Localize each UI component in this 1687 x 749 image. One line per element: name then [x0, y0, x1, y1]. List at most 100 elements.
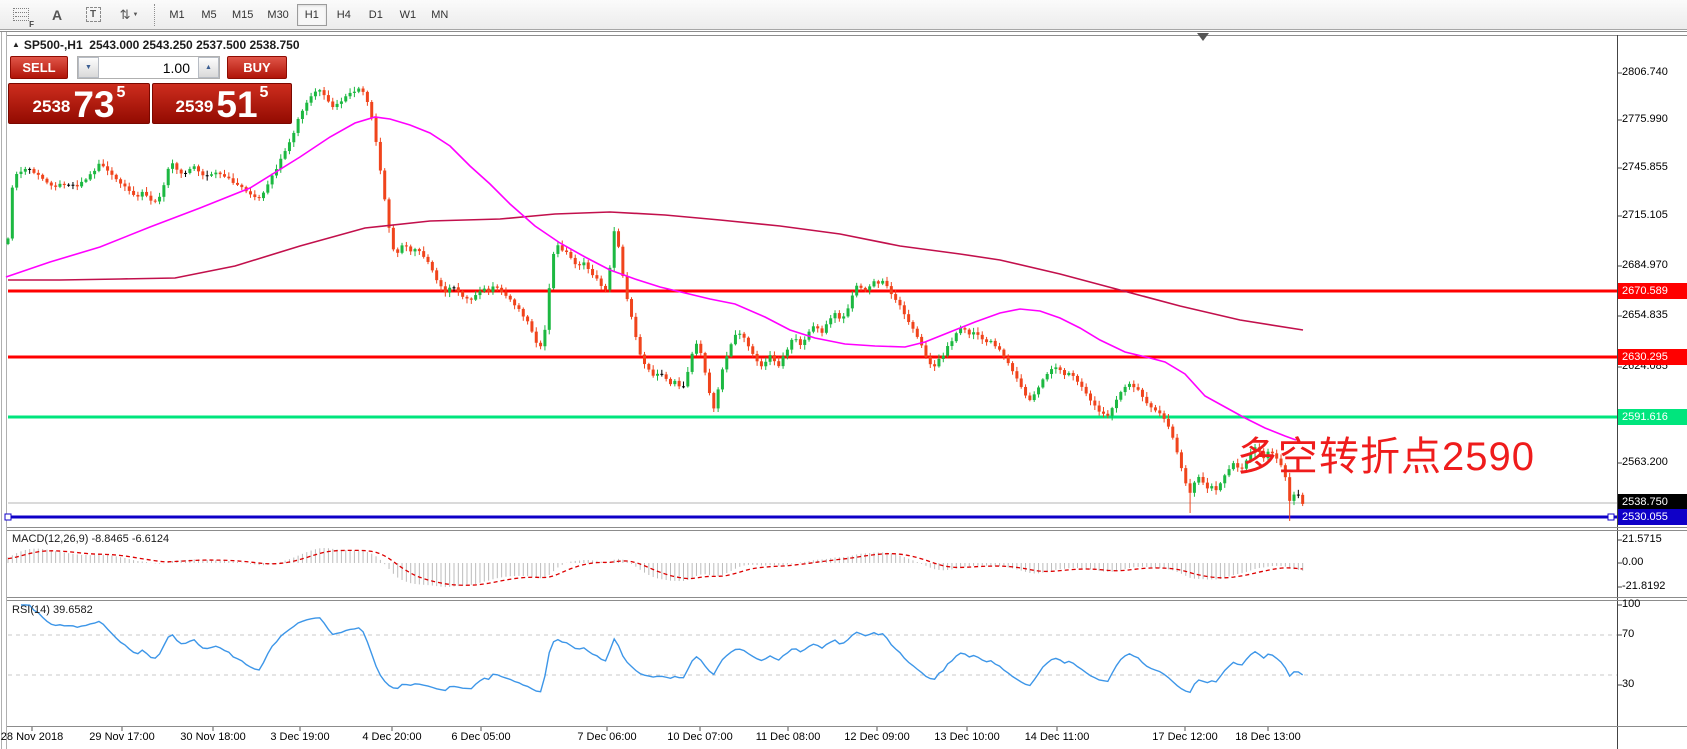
- candle-body: [495, 286, 499, 288]
- candle-body: [365, 91, 369, 102]
- candle-body: [707, 372, 711, 394]
- candle-body: [924, 345, 928, 357]
- trendline-handle[interactable]: [4, 513, 12, 521]
- candle-body: [75, 184, 79, 187]
- macd-signal-line: [7, 549, 1303, 586]
- candle-body: [768, 355, 772, 362]
- candle-body: [339, 101, 343, 104]
- timeframe-button-w1[interactable]: W1: [399, 8, 417, 21]
- price-axis-label: 2654.835: [1622, 309, 1668, 321]
- text-box-icon[interactable]: T: [78, 3, 108, 27]
- candle-body: [1197, 476, 1201, 483]
- candle-body: [119, 179, 123, 184]
- candle-body: [270, 175, 274, 185]
- candle-body: [36, 172, 40, 175]
- candle-body: [876, 281, 880, 284]
- timeframe-button-m30[interactable]: M30: [267, 8, 289, 21]
- candle-body: [465, 296, 469, 299]
- candle-body: [1106, 413, 1110, 416]
- candle-body: [370, 101, 374, 118]
- candle-body: [803, 339, 807, 345]
- candle-body: [985, 339, 989, 343]
- candle-body: [1188, 483, 1192, 493]
- time-axis-label: 28 Nov 2018: [0, 731, 64, 743]
- buy-price-panel[interactable]: 2539 51 5: [152, 83, 292, 124]
- candle-body: [868, 286, 872, 291]
- candle-body: [162, 185, 166, 197]
- candle-body: [210, 174, 214, 176]
- volume-decrease-button[interactable]: ▼: [78, 57, 99, 78]
- timeframe-button-m15[interactable]: M15: [232, 8, 254, 21]
- candle-body: [617, 231, 621, 247]
- timeframe-button-h4[interactable]: H4: [336, 8, 351, 21]
- candle-body: [794, 339, 798, 341]
- candle-body: [764, 361, 768, 367]
- candle-body: [1205, 482, 1209, 489]
- candle-body: [1231, 463, 1235, 470]
- trendline-handle[interactable]: [1607, 513, 1615, 521]
- volume-increase-button[interactable]: ▲: [198, 57, 219, 78]
- candle-body: [504, 292, 508, 296]
- candle-body: [1249, 452, 1253, 461]
- volume-spinner: ▼ ▲: [77, 56, 220, 79]
- candle-body: [612, 231, 616, 268]
- time-axis-label: 3 Dec 19:00: [270, 731, 330, 743]
- candle-body: [833, 313, 837, 319]
- time-axis-label: 14 Dec 11:00: [1024, 731, 1090, 743]
- candle-body: [361, 88, 365, 92]
- candle-body: [132, 190, 136, 195]
- sell-button[interactable]: SELL: [10, 56, 68, 79]
- candle-body: [681, 386, 685, 388]
- timeframe-button-h1[interactable]: H1: [296, 3, 327, 26]
- candle-body: [513, 299, 517, 306]
- candle-body: [621, 246, 625, 276]
- candle-body: [391, 227, 395, 250]
- candle-body: [677, 380, 681, 387]
- price-axis-badge: 2530.055: [1618, 509, 1687, 525]
- candle-body: [469, 298, 473, 300]
- candle-body: [526, 316, 530, 322]
- candle-body: [58, 183, 62, 187]
- arrow-objects-icon[interactable]: ⇅ ▼: [119, 6, 139, 22]
- candle-body: [928, 356, 932, 365]
- candle-body: [19, 171, 23, 175]
- candle-body: [374, 117, 378, 142]
- candle-body: [1054, 367, 1058, 370]
- sell-price-panel[interactable]: 2538 73 5: [8, 83, 150, 124]
- text-label-icon[interactable]: A: [51, 6, 63, 23]
- sell-price-stem: 2538: [32, 97, 71, 116]
- timeframe-button-m5[interactable]: M5: [201, 8, 217, 21]
- candle-body: [197, 166, 201, 172]
- candle-body: [785, 349, 789, 357]
- candle-body: [608, 267, 612, 290]
- candle-body: [625, 275, 629, 300]
- candle-body: [1058, 367, 1062, 371]
- candle-body: [482, 288, 486, 292]
- candle-body: [1171, 426, 1175, 438]
- candle-body: [54, 185, 58, 187]
- candle-body: [149, 195, 153, 201]
- candle-body: [1166, 418, 1170, 427]
- volume-input[interactable]: [99, 57, 198, 78]
- candle-body: [725, 356, 729, 370]
- candle-body: [530, 321, 534, 332]
- candle-body: [1240, 467, 1244, 469]
- candle-body: [911, 322, 915, 329]
- candle-body: [1067, 372, 1071, 376]
- candle-body: [694, 343, 698, 354]
- buy-button[interactable]: BUY: [227, 56, 287, 79]
- price-axis-label: 70: [1622, 628, 1635, 640]
- candle-body: [1214, 486, 1218, 491]
- timeframe-button-mn[interactable]: MN: [431, 8, 449, 21]
- candle-body: [171, 163, 175, 169]
- candle-body: [634, 316, 638, 338]
- timeframe-button-d1[interactable]: D1: [368, 8, 383, 21]
- candle-body: [1218, 483, 1222, 491]
- indicator-grid-f-icon[interactable]: F: [6, 3, 36, 29]
- candle-body: [88, 174, 92, 180]
- dropdown-caret-icon: ▼: [132, 11, 139, 18]
- candle-body: [322, 90, 326, 96]
- timeframe-button-m1[interactable]: M1: [169, 8, 185, 21]
- time-axis-label: 30 Nov 18:00: [180, 731, 246, 743]
